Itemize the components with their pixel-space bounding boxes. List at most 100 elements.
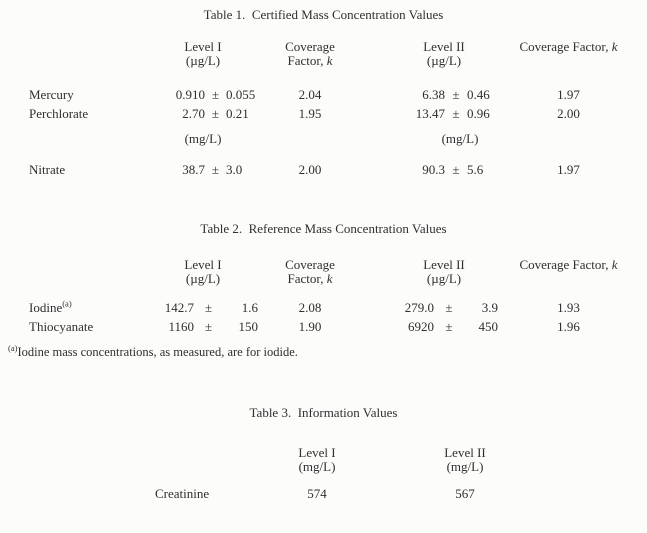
plus-minus-sign: ± [205, 319, 213, 334]
plus-minus-sign: ± [211, 106, 220, 121]
table-row: Creatinine 574 567 [155, 484, 647, 503]
level1-uncertainty-cell: 0.055 [226, 87, 256, 102]
k-symbol: k [611, 257, 618, 272]
level2-value-cell: 279.0 [404, 300, 434, 315]
table-3-header-row: Level I (mg/L) Level II (mg/L) [155, 446, 647, 474]
level1-label: Level I [298, 445, 336, 460]
unit-label-left: (mg/L) [184, 131, 222, 146]
analyte-column-spacer [29, 258, 150, 286]
table-1-title: Table 1. Certified Mass Concentration Va… [203, 7, 444, 22]
table-row: Thiocyanate 1160 ± 150 1.90 6920 ± 450 1… [0, 317, 647, 336]
table-1-header-row: Level I (µg/L) Coverage Factor, k Level … [0, 40, 647, 68]
analyte-cell: Perchlorate [29, 106, 89, 121]
table-3-title: Table 3. Information Values [249, 405, 398, 420]
analyte-column-spacer [29, 40, 150, 68]
level2-unit-label: (mg/L) [446, 459, 484, 474]
analyte-label: Thiocyanate [29, 319, 94, 334]
level1-value-cell: 2.70 [182, 106, 205, 121]
plus-minus-sign: ± [211, 162, 220, 177]
column-header-coverage-factor-1: Coverage Factor, k [270, 40, 350, 68]
level2-uncertainty-cell: 0.96 [467, 106, 490, 121]
plus-minus-sign: ± [452, 87, 460, 102]
level1-value-cell: 38.7 [182, 162, 205, 177]
analyte-cell: Mercury [29, 87, 74, 102]
coverage-factor-1-cell: 2.08 [298, 300, 322, 315]
coverage-factor-2-cell: 2.00 [557, 106, 580, 121]
plus-minus-sign: ± [205, 300, 213, 315]
level2-uncertainty-cell: 450 [478, 319, 499, 334]
table-3: Table 3. Information Values Level I (mg/… [0, 406, 647, 503]
table-1-body: Mercury 0.910 ± 0.055 2.04 6.38 ± 0.46 1… [0, 85, 647, 123]
level2-uncertainty-cell: 0.46 [467, 87, 490, 102]
level1-uncertainty-cell: 1.6 [241, 300, 258, 315]
coverage-factor-1-cell: 2.00 [298, 162, 322, 177]
coverage-factor-label: Coverage Factor, [519, 257, 612, 272]
table-row: Nitrate 38.7 ± 3.0 2.00 90.3 ± 5.6 1.97 [0, 160, 647, 179]
analyte-cell: Nitrate [29, 162, 66, 177]
level2-uncertainty-cell: 3.9 [481, 300, 498, 315]
table-row: Mercury 0.910 ± 0.055 2.04 6.38 ± 0.46 1… [0, 85, 647, 104]
coverage-factor-label: Coverage Factor, [285, 39, 335, 68]
spacer [270, 132, 350, 146]
plus-minus-sign: ± [445, 300, 453, 315]
unit-label-right: (mg/L) [441, 131, 479, 146]
coverage-factor-label: Coverage Factor, [285, 257, 335, 286]
column-header-level2: Level II (mg/L) [354, 446, 576, 474]
table-1: Table 1. Certified Mass Concentration Va… [0, 8, 647, 179]
column-header-level1: Level I (µg/L) [150, 258, 270, 286]
k-symbol: k [611, 39, 618, 54]
level2-label: Level II [444, 445, 486, 460]
level1-value-cell: 0.910 [175, 87, 205, 102]
table-2: Table 2. Reference Mass Concentration Va… [0, 222, 647, 336]
level2-unit-label: (µg/L) [426, 53, 462, 68]
coverage-factor-2-cell: 1.96 [557, 319, 580, 334]
level1-uncertainty-cell: 3.0 [226, 162, 243, 177]
level2-label: Level II [423, 257, 465, 272]
plus-minus-sign: ± [445, 319, 453, 334]
table-2-header-row: Level I (µg/L) Coverage Factor, k Level … [0, 258, 647, 286]
column-header-coverage-factor-2: Coverage Factor, k [510, 40, 627, 68]
plus-minus-sign: ± [452, 162, 460, 177]
analyte-cell: Iodine(a) [29, 298, 150, 317]
coverage-factor-1-cell: 2.04 [298, 87, 322, 102]
k-symbol: k [326, 53, 333, 68]
analyte-label: Iodine [29, 300, 63, 315]
table-row: Iodine(a) 142.7 ± 1.6 2.08 279.0 ± 3.9 1… [0, 298, 647, 317]
k-symbol: k [326, 271, 333, 286]
level2-value-cell: 13.47 [415, 106, 445, 121]
plus-minus-sign: ± [211, 87, 220, 102]
analyte-cell: Creatinine [155, 486, 210, 501]
coverage-factor-2-cell: 1.97 [557, 87, 580, 102]
plus-minus-sign: ± [452, 106, 460, 121]
level1-label: Level I [184, 257, 222, 272]
level1-label: Level I [184, 39, 222, 54]
column-header-coverage-factor-2: Coverage Factor, k [510, 258, 627, 286]
level1-uncertainty-cell: 150 [238, 319, 259, 334]
level1-unit-label: (µg/L) [185, 53, 221, 68]
column-header-coverage-factor-1: Coverage Factor, k [270, 258, 350, 286]
coverage-factor-label: Coverage Factor, [519, 39, 612, 54]
level1-unit-label: (µg/L) [185, 271, 221, 286]
column-header-level1: Level I (µg/L) [150, 40, 270, 68]
analyte-column-spacer [155, 446, 280, 474]
level1-unit-label: (mg/L) [298, 459, 336, 474]
table-2-body: Iodine(a) 142.7 ± 1.6 2.08 279.0 ± 3.9 1… [0, 298, 647, 336]
coverage-factor-1-cell: 1.90 [298, 319, 322, 334]
level1-value-cell: 142.7 [164, 300, 194, 315]
table-row: Perchlorate 2.70 ± 0.21 1.95 13.47 ± 0.9… [0, 104, 647, 123]
analyte-column-spacer [29, 132, 150, 146]
coverage-factor-1-cell: 1.95 [298, 106, 322, 121]
footnote-marker: (a) [8, 342, 18, 353]
table-2-footnote: (a)Iodine mass concentrations, as measur… [0, 342, 647, 360]
level2-uncertainty-cell: 5.6 [467, 162, 484, 177]
column-header-level1: Level I (mg/L) [280, 446, 354, 474]
coverage-factor-2-cell: 1.93 [557, 300, 580, 315]
level1-value-cell: 574 [307, 486, 327, 501]
level2-label: Level II [423, 39, 465, 54]
analyte-cell: Thiocyanate [29, 317, 150, 336]
coverage-factor-2-cell: 1.97 [557, 162, 580, 177]
table-1-unit-row: (mg/L) (mg/L) [0, 132, 647, 146]
level2-value-cell: 6920 [408, 319, 434, 334]
level2-unit-label: (µg/L) [426, 271, 462, 286]
